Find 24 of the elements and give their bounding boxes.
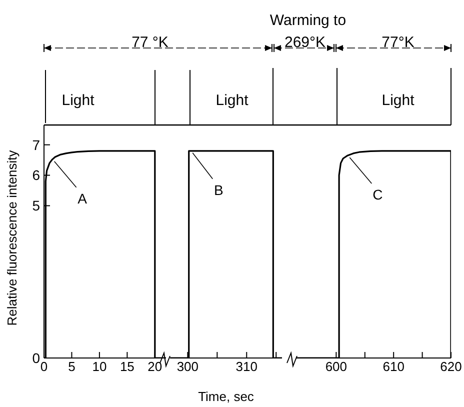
x-tick-label: 610 <box>382 359 404 374</box>
y-tick-label: 7 <box>32 136 40 153</box>
x-tick-label: 310 <box>236 359 258 374</box>
x-tick-label: 20 <box>148 359 162 374</box>
x-tick-label: 620 <box>440 359 462 374</box>
x-tick-label: 600 <box>325 359 348 374</box>
x-axis-title: Time, sec <box>198 389 254 404</box>
text: Warming to <box>270 12 346 29</box>
x-tick-label: 300 <box>176 359 199 374</box>
y-tick-label: 5 <box>32 198 40 214</box>
annotation: B <box>214 182 224 198</box>
text: 269°K <box>284 34 326 51</box>
y-tick-label: 6 <box>32 167 40 184</box>
annotation: A <box>78 190 88 206</box>
text: Light <box>216 92 248 109</box>
y-axis-title: Relative fluorescence intensity <box>4 150 20 326</box>
annotation: C <box>372 186 383 202</box>
text: Light <box>62 92 94 109</box>
x-tick-label: 15 <box>120 359 134 374</box>
text: 77°K <box>382 34 414 51</box>
x-tick-label: 5 <box>68 359 76 374</box>
text: Light <box>382 92 414 109</box>
text: 77 °K <box>132 34 168 51</box>
x-tick-label: 10 <box>92 359 107 374</box>
